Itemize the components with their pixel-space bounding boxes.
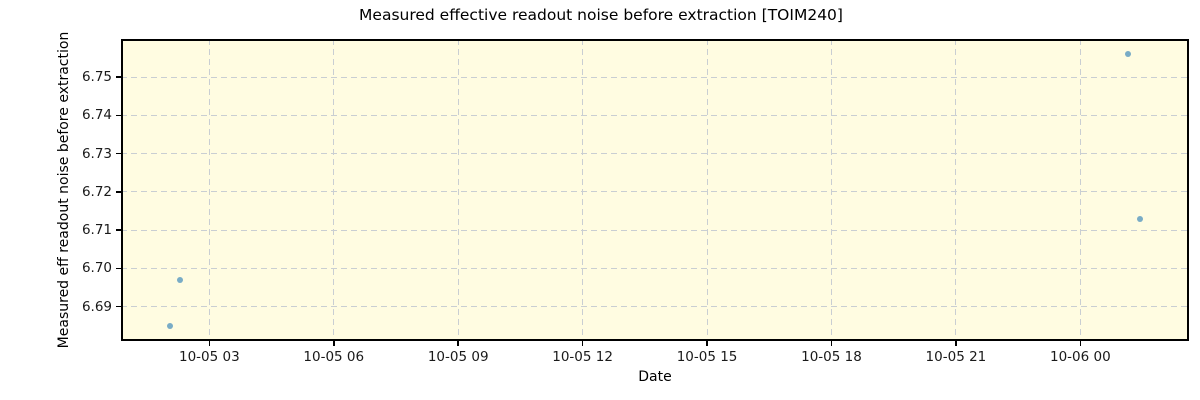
gridline-x [208,39,210,341]
gridline-y [121,153,1189,155]
x-tick-mark [706,341,708,346]
x-tick-label: 10-05 12 [552,349,613,365]
gridline-x [582,39,584,341]
y-tick-label: 6.73 [81,145,112,162]
x-tick-mark [581,341,584,346]
x-tick-label: 10-05 15 [676,349,738,365]
y-tick-label: 6.71 [81,222,112,239]
data-point [176,276,183,283]
y-tick-mark [116,305,121,308]
gridline-y [121,229,1189,231]
y-tick-label: 6.75 [81,69,112,86]
x-tick-mark [457,341,459,346]
y-tick-label: 6.70 [81,260,112,277]
x-tick-label: 10-05 03 [178,349,240,365]
x-tick-label: 10-05 06 [303,349,365,365]
gridline-y [121,76,1189,78]
x-tick-mark [1079,341,1082,346]
x-tick-label: 10-06 00 [1049,349,1111,365]
y-tick-label: 6.74 [81,107,112,124]
y-tick-mark [116,267,121,270]
data-point [1125,51,1132,58]
y-tick-mark [116,114,121,117]
x-tick-label: 10-05 18 [801,349,862,365]
y-tick-mark [116,191,121,193]
gridline-y [121,191,1189,193]
x-tick-label: 10-05 21 [925,349,987,365]
gridline-x [955,39,957,341]
gridline-x [706,39,708,341]
gridline-y [121,114,1189,116]
x-tick-label: 10-05 09 [427,349,489,365]
x-tick-mark [208,341,211,346]
x-tick-mark [830,341,833,346]
gridline-y [121,306,1189,308]
y-tick-label: 6.69 [81,298,112,315]
x-tick-mark [955,341,957,346]
gridline-y [121,267,1189,269]
data-point [1137,215,1144,222]
gridline-x [457,39,459,341]
gridline-x [1079,39,1081,341]
plot-background [121,39,1189,341]
gridline-x [830,39,832,341]
y-tick-mark [116,76,121,78]
x-axis-label: Date [638,369,672,385]
chart-title: Measured effective readout noise before … [359,6,843,24]
gridline-x [333,39,335,341]
y-tick-mark [116,229,121,231]
data-point [166,322,173,329]
y-tick-mark [116,152,121,155]
x-tick-mark [333,341,335,346]
y-tick-label: 6.72 [81,183,112,200]
